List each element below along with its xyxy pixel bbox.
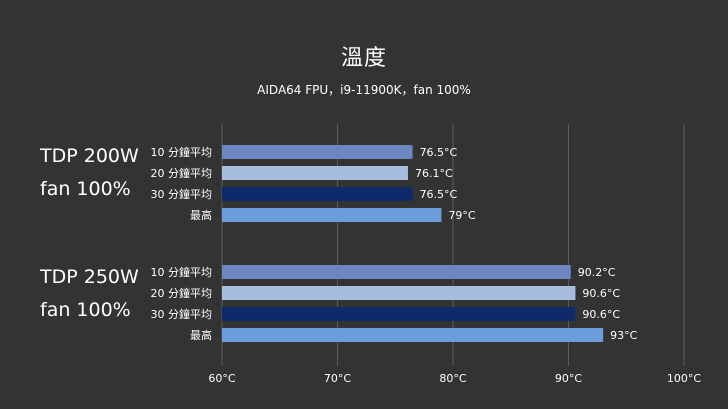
bar <box>222 328 604 342</box>
x-tick-label: 90°C <box>555 372 582 385</box>
bar-category-label: 30 分鐘平均 <box>151 187 213 201</box>
bar <box>222 286 576 300</box>
bar <box>222 208 442 222</box>
bar <box>222 265 571 279</box>
bar-category-label: 20 分鐘平均 <box>151 286 213 300</box>
bar-value-label: 90.6°C <box>582 308 620 321</box>
bar-value-label: 90.2°C <box>578 266 616 279</box>
bar-category-label: 最高 <box>190 208 212 222</box>
bar-value-label: 76.1°C <box>415 167 453 180</box>
bar-category-label: 最高 <box>190 328 212 342</box>
x-tick-label: 60°C <box>208 372 235 385</box>
x-tick-label: 70°C <box>324 372 351 385</box>
chart-subtitle: AIDA64 FPU，i9-11900K，fan 100% <box>257 83 471 97</box>
bar-category-label: 20 分鐘平均 <box>151 166 213 180</box>
group-1-label-tdp: TDP 200W <box>40 145 139 167</box>
group-2-label-tdp: TDP 250W <box>40 266 139 288</box>
chart-title: 溫度 <box>340 46 387 71</box>
bar-value-label: 76.5°C <box>420 146 458 159</box>
group-2-label-fan: fan 100% <box>40 299 131 321</box>
bar-value-label: 93°C <box>610 329 637 342</box>
group-1-label-fan: fan 100% <box>40 178 131 200</box>
bar-category-label: 10 分鐘平均 <box>151 265 213 279</box>
bar <box>222 166 408 180</box>
bar-category-label: 30 分鐘平均 <box>151 307 213 321</box>
bar <box>222 307 576 321</box>
bar-value-label: 90.6°C <box>582 287 620 300</box>
x-tick-label: 80°C <box>439 372 466 385</box>
bar-value-label: 76.5°C <box>420 188 458 201</box>
bar-value-label: 79°C <box>448 209 475 222</box>
bar <box>222 187 413 201</box>
bar-category-label: 10 分鐘平均 <box>151 145 213 159</box>
x-tick-label: 100°C <box>667 372 701 385</box>
bar <box>222 145 413 159</box>
